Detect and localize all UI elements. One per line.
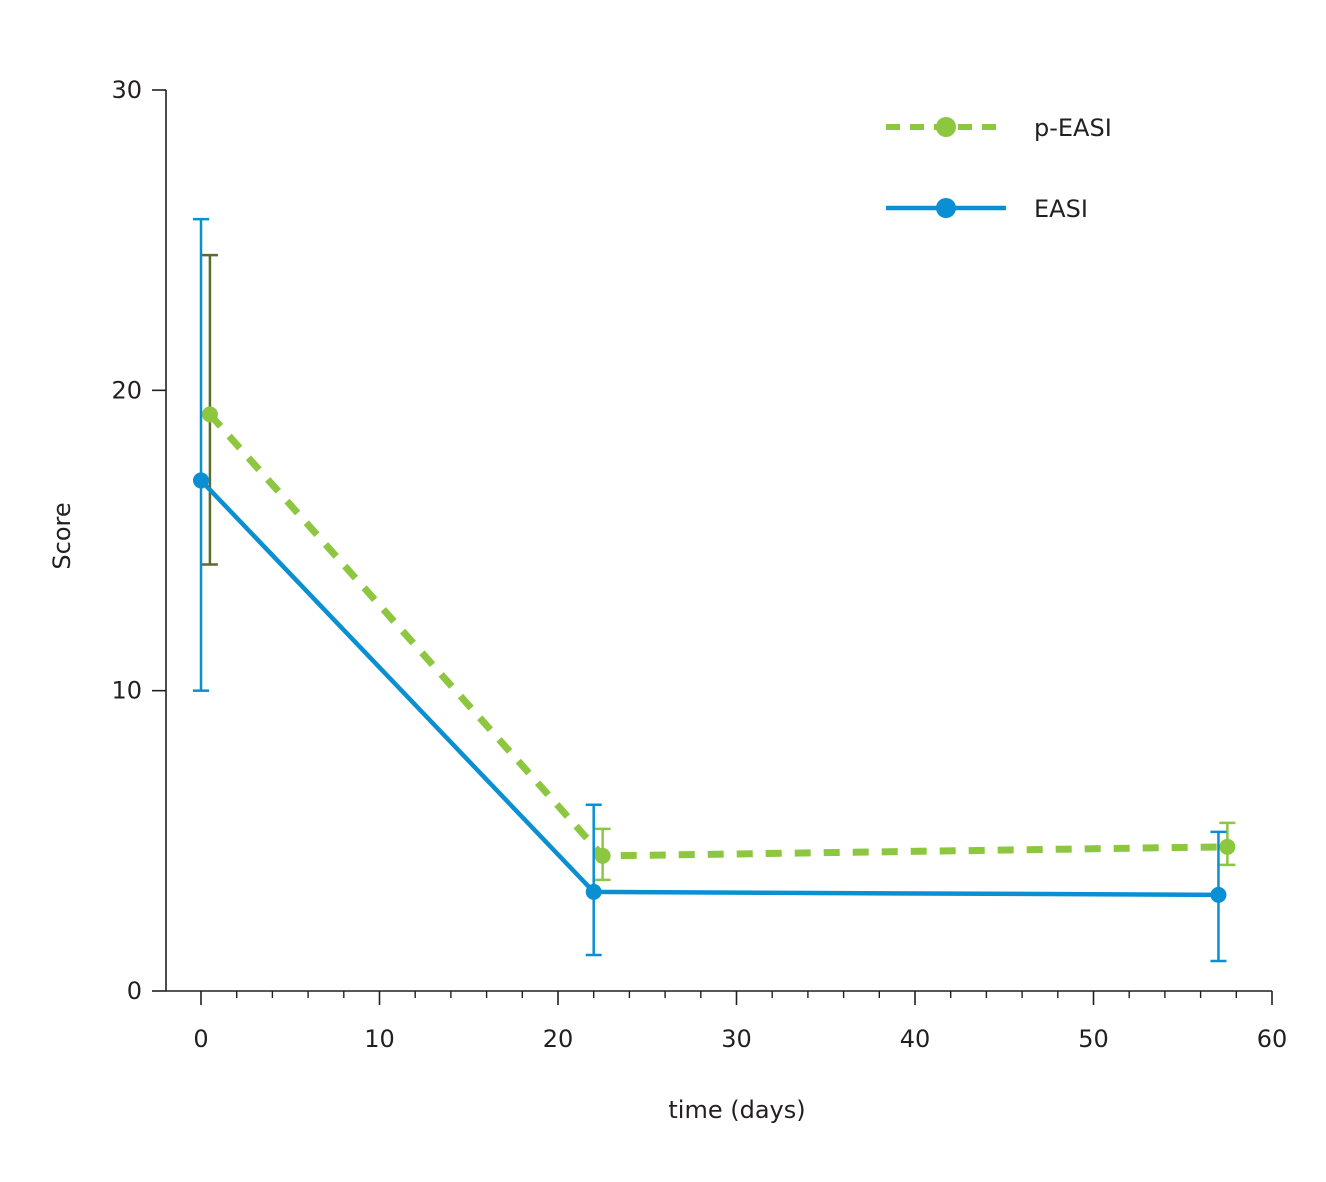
y-tick-label: 10 (111, 677, 142, 705)
y-tick-label: 0 (127, 977, 142, 1005)
data-point (1210, 886, 1227, 903)
y-tick-label: 20 (111, 376, 142, 404)
y-tick-label: 30 (111, 76, 142, 104)
data-point (193, 472, 209, 489)
y-axis-title: Score (48, 502, 76, 569)
x-tick-label: 50 (1078, 1025, 1109, 1053)
error-bar (585, 803, 602, 957)
legend-item-easi: EASI (886, 195, 1088, 223)
series-layer (193, 217, 1236, 963)
legend-item-p-easi: p-EASI (886, 114, 1112, 142)
series-easi (193, 217, 1227, 963)
x-tick-label: 60 (1257, 1025, 1288, 1053)
axes: 0 10 20 30 0 10 20 30 40 50 60 (111, 76, 1287, 1053)
series-line (199, 478, 1219, 898)
data-point (585, 883, 602, 900)
x-tick-label: 20 (543, 1025, 574, 1053)
x-tick-label: 0 (193, 1025, 208, 1053)
data-point (594, 847, 611, 864)
x-tick-label: 10 (364, 1025, 395, 1053)
data-point (201, 406, 218, 423)
data-point (1219, 838, 1236, 855)
legend-label: p-EASI (1034, 114, 1112, 142)
x-axis-title: time (days) (668, 1096, 805, 1124)
x-tick-label: 30 (721, 1025, 752, 1053)
legend-marker (936, 117, 956, 137)
series-p-easi (201, 253, 1236, 882)
legend: p-EASI EASI (886, 114, 1112, 223)
series-line (207, 412, 1228, 860)
error-bar (193, 217, 209, 692)
legend-marker (936, 198, 956, 218)
x-tick-label: 40 (900, 1025, 931, 1053)
legend-label: EASI (1034, 195, 1088, 223)
